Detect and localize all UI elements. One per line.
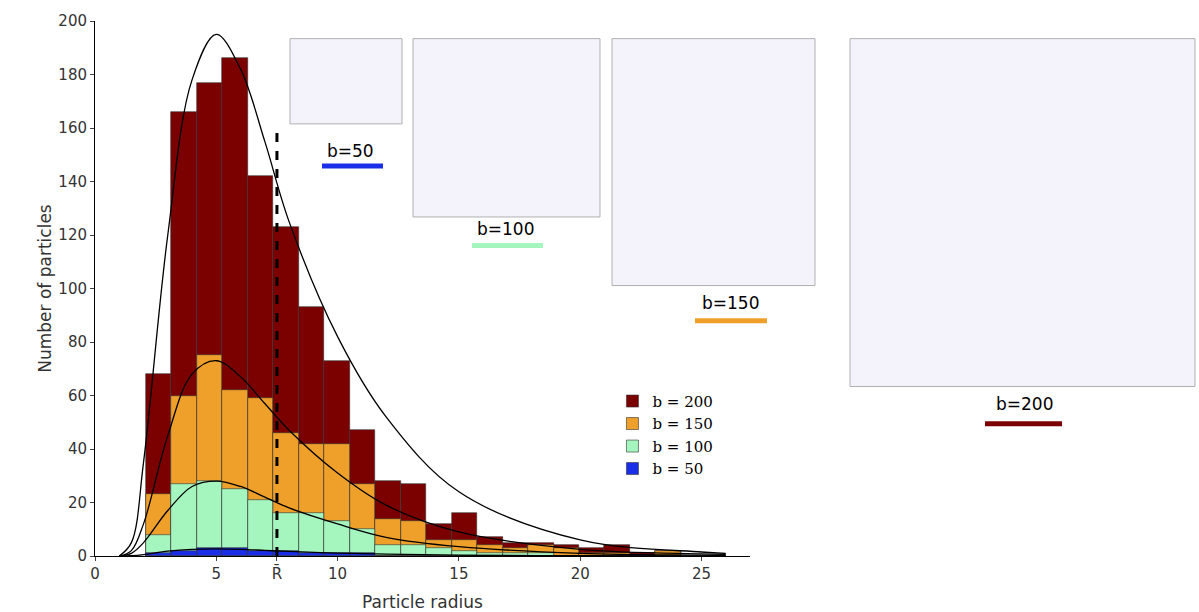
- svg-text:160: 160: [58, 119, 87, 137]
- svg-text:140: 140: [58, 173, 87, 191]
- svg-text:25: 25: [692, 565, 711, 583]
- svg-text:60: 60: [68, 387, 87, 405]
- svg-text:b = 200: b = 200: [652, 393, 712, 411]
- svg-text:0: 0: [77, 547, 87, 565]
- svg-text:b = 100: b = 100: [652, 438, 712, 456]
- svg-text:80: 80: [68, 333, 87, 351]
- svg-text:b=50: b=50: [327, 141, 374, 161]
- svg-text:120: 120: [58, 226, 87, 244]
- svg-text:b=100: b=100: [477, 219, 534, 239]
- svg-text:Number of particles: Number of particles: [35, 204, 55, 373]
- svg-text:b = 50: b = 50: [652, 460, 703, 478]
- svg-text:15: 15: [449, 565, 468, 583]
- svg-text:40: 40: [68, 440, 87, 458]
- svg-text:b=150: b=150: [702, 293, 759, 313]
- svg-text:20: 20: [571, 565, 590, 583]
- svg-text:100: 100: [58, 280, 87, 298]
- svg-text:10: 10: [328, 565, 347, 583]
- svg-text:b = 150: b = 150: [652, 415, 712, 433]
- svg-text:R̄: R̄: [272, 564, 282, 583]
- svg-text:0: 0: [90, 565, 100, 583]
- svg-text:200: 200: [58, 12, 87, 30]
- svg-text:5: 5: [212, 565, 222, 583]
- svg-text:b=200: b=200: [996, 394, 1053, 414]
- svg-text:20: 20: [68, 494, 87, 512]
- svg-text:180: 180: [58, 66, 87, 84]
- svg-text:Particle radius: Particle radius: [362, 592, 483, 612]
